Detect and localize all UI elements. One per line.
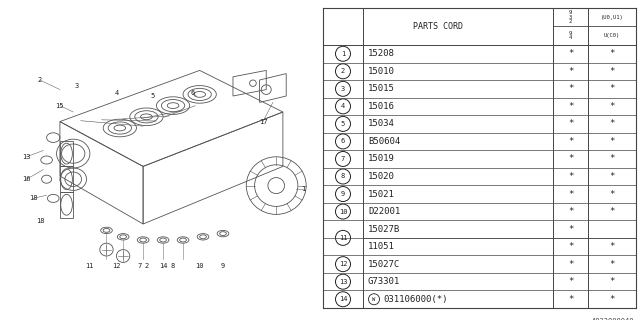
Text: (U0,U1): (U0,U1) xyxy=(600,15,623,20)
Text: 12: 12 xyxy=(112,263,121,268)
Text: *: * xyxy=(568,295,573,304)
Text: 9
4: 9 4 xyxy=(569,31,572,40)
Text: W: W xyxy=(372,297,376,302)
Text: *: * xyxy=(568,225,573,234)
Text: *: * xyxy=(609,242,614,251)
Text: *: * xyxy=(609,295,614,304)
Text: 9: 9 xyxy=(221,263,225,268)
Text: 15208: 15208 xyxy=(368,49,395,58)
Text: 15: 15 xyxy=(56,103,64,108)
Text: 15016: 15016 xyxy=(368,102,395,111)
Text: 031106000(*): 031106000(*) xyxy=(383,295,447,304)
Text: 1: 1 xyxy=(301,186,305,192)
Text: 5: 5 xyxy=(151,93,156,99)
Text: *: * xyxy=(568,102,573,111)
Text: 10: 10 xyxy=(339,209,348,215)
Text: *: * xyxy=(568,67,573,76)
Text: *: * xyxy=(609,207,614,216)
Text: *: * xyxy=(568,207,573,216)
Text: PARTS CORD: PARTS CORD xyxy=(413,22,463,31)
Text: 14: 14 xyxy=(339,296,348,302)
Text: 17: 17 xyxy=(259,119,267,124)
Text: U(C0): U(C0) xyxy=(604,33,620,38)
Text: *: * xyxy=(568,84,573,93)
Text: 7: 7 xyxy=(341,156,345,162)
Text: *: * xyxy=(609,277,614,286)
Text: *: * xyxy=(609,189,614,198)
Text: 2: 2 xyxy=(144,263,148,268)
Text: 15021: 15021 xyxy=(368,189,395,198)
Text: 18: 18 xyxy=(29,196,38,201)
Text: 14: 14 xyxy=(159,263,167,268)
Text: 13: 13 xyxy=(22,154,31,160)
Text: 4: 4 xyxy=(341,103,345,109)
Text: *: * xyxy=(609,119,614,128)
Text: 15027C: 15027C xyxy=(368,260,400,269)
Text: *: * xyxy=(568,119,573,128)
Text: 2: 2 xyxy=(341,68,345,74)
Text: 3: 3 xyxy=(74,84,79,89)
Text: 11: 11 xyxy=(86,263,94,268)
Text: *: * xyxy=(568,155,573,164)
Text: 9: 9 xyxy=(341,191,345,197)
Text: 6: 6 xyxy=(341,139,345,144)
Text: 5: 5 xyxy=(341,121,345,127)
Text: *: * xyxy=(568,49,573,58)
Text: 11: 11 xyxy=(339,235,348,241)
Text: 7: 7 xyxy=(138,263,142,268)
Text: 3: 3 xyxy=(341,86,345,92)
Text: *: * xyxy=(609,84,614,93)
Text: 8: 8 xyxy=(171,263,175,268)
Text: 18: 18 xyxy=(36,218,44,224)
Text: 11051: 11051 xyxy=(368,242,395,251)
Text: 15027B: 15027B xyxy=(368,225,400,234)
Text: *: * xyxy=(609,67,614,76)
Text: B50604: B50604 xyxy=(368,137,400,146)
Text: *: * xyxy=(609,172,614,181)
Text: *: * xyxy=(568,189,573,198)
Text: *: * xyxy=(568,277,573,286)
Text: 2: 2 xyxy=(38,77,42,83)
Text: *: * xyxy=(568,242,573,251)
Text: 1: 1 xyxy=(341,51,345,57)
Text: 15034: 15034 xyxy=(368,119,395,128)
Text: 9
3
2: 9 3 2 xyxy=(569,10,572,24)
Text: 10: 10 xyxy=(195,263,204,268)
Text: 15010: 15010 xyxy=(368,67,395,76)
Text: D22001: D22001 xyxy=(368,207,400,216)
Text: *: * xyxy=(568,260,573,269)
Text: 16: 16 xyxy=(22,176,31,182)
Text: *: * xyxy=(609,49,614,58)
Text: *: * xyxy=(609,260,614,269)
Text: *: * xyxy=(568,172,573,181)
Text: 15015: 15015 xyxy=(368,84,395,93)
Text: *: * xyxy=(609,155,614,164)
Text: *: * xyxy=(609,102,614,111)
Text: 4: 4 xyxy=(115,90,118,96)
Text: 8: 8 xyxy=(341,173,345,180)
Text: A032000040: A032000040 xyxy=(591,318,634,320)
Text: 15019: 15019 xyxy=(368,155,395,164)
Text: G73301: G73301 xyxy=(368,277,400,286)
Text: *: * xyxy=(568,137,573,146)
Text: 15020: 15020 xyxy=(368,172,395,181)
Text: 6: 6 xyxy=(191,90,195,96)
Text: 13: 13 xyxy=(339,279,348,285)
Text: *: * xyxy=(609,137,614,146)
Text: 12: 12 xyxy=(339,261,348,267)
